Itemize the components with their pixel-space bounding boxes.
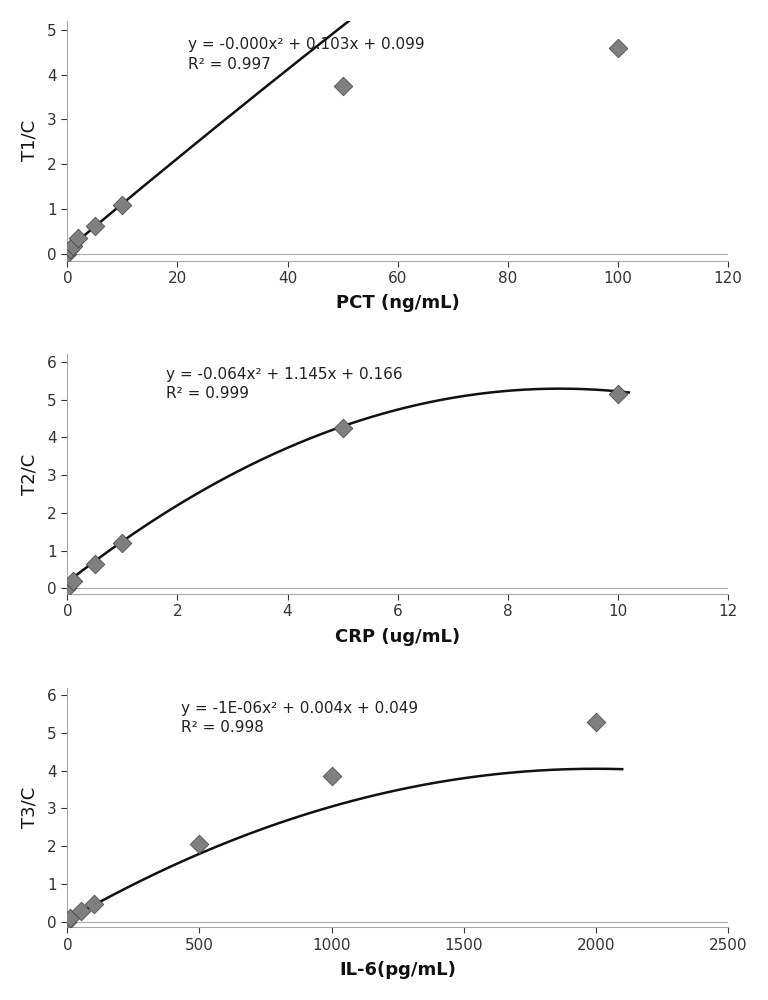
Text: y = -0.000x² + 0.103x + 0.099: y = -0.000x² + 0.103x + 0.099 bbox=[188, 37, 425, 52]
Point bbox=[64, 910, 76, 926]
X-axis label: IL-6(pg/mL): IL-6(pg/mL) bbox=[339, 961, 456, 979]
X-axis label: PCT (ng/mL): PCT (ng/mL) bbox=[336, 294, 459, 312]
Point bbox=[89, 218, 101, 234]
Point bbox=[88, 896, 100, 912]
Point bbox=[64, 241, 76, 257]
Point bbox=[194, 836, 206, 852]
Point bbox=[611, 386, 624, 402]
Point bbox=[590, 714, 602, 730]
X-axis label: CRP (ug/mL): CRP (ug/mL) bbox=[335, 628, 460, 646]
Point bbox=[67, 573, 79, 589]
Y-axis label: T2/C: T2/C bbox=[21, 454, 39, 495]
Text: R² = 0.998: R² = 0.998 bbox=[181, 720, 264, 735]
Point bbox=[72, 230, 84, 246]
Point bbox=[74, 903, 87, 919]
Point bbox=[61, 580, 74, 596]
Point bbox=[116, 535, 128, 551]
Point bbox=[61, 914, 74, 930]
Point bbox=[326, 768, 338, 784]
Point bbox=[67, 238, 79, 254]
Text: y = -1E-06x² + 0.004x + 0.049: y = -1E-06x² + 0.004x + 0.049 bbox=[181, 701, 418, 716]
Text: y = -0.064x² + 1.145x + 0.166: y = -0.064x² + 1.145x + 0.166 bbox=[167, 367, 403, 382]
Point bbox=[116, 197, 128, 213]
Y-axis label: T1/C: T1/C bbox=[21, 120, 39, 161]
Point bbox=[611, 40, 624, 56]
Point bbox=[336, 78, 349, 94]
Y-axis label: T3/C: T3/C bbox=[21, 787, 39, 828]
Text: R² = 0.997: R² = 0.997 bbox=[188, 57, 271, 72]
Point bbox=[89, 556, 101, 572]
Point bbox=[61, 246, 74, 262]
Point bbox=[336, 420, 349, 436]
Text: R² = 0.999: R² = 0.999 bbox=[167, 386, 250, 401]
